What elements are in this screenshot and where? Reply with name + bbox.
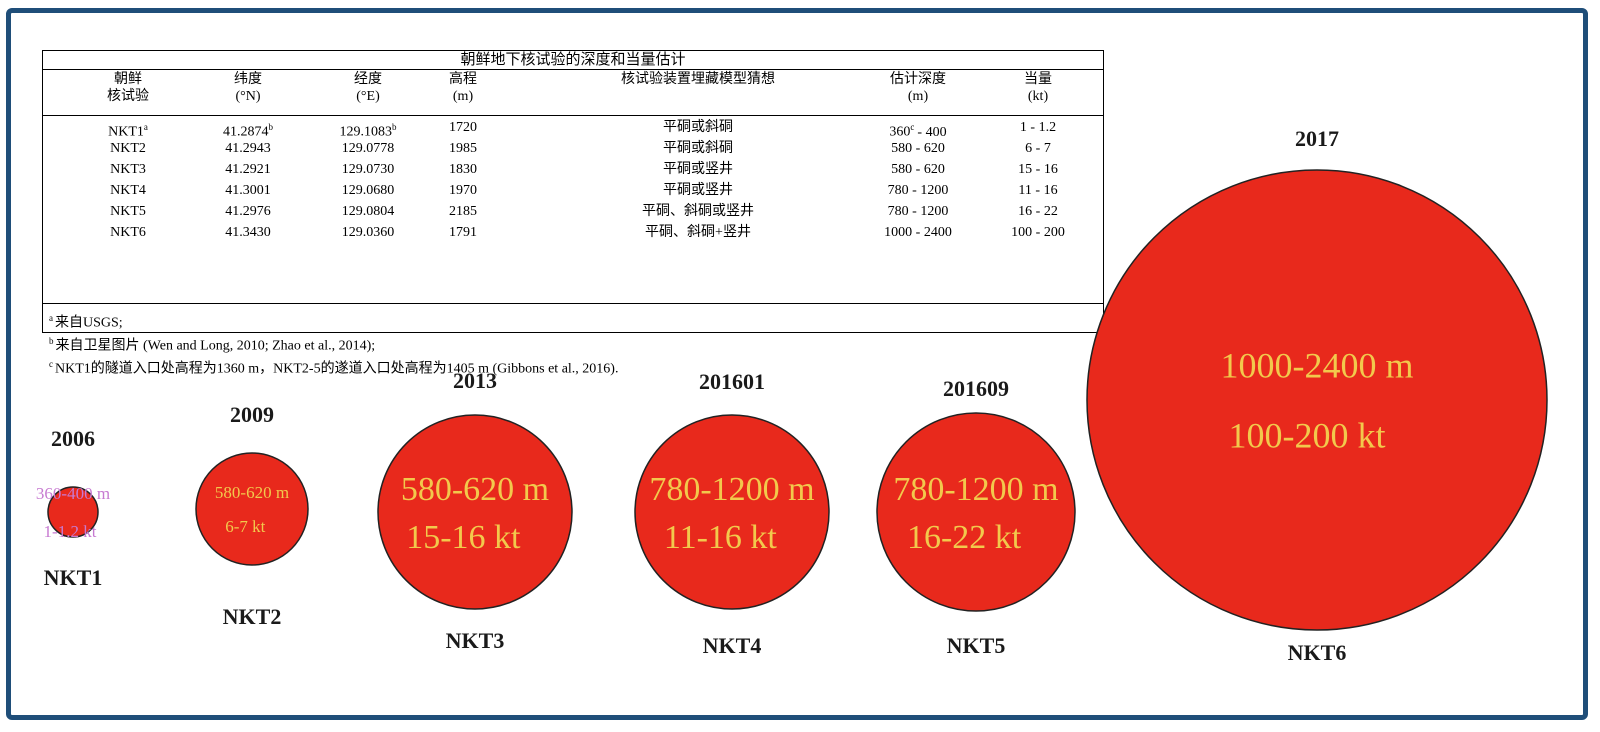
table-title: 朝鲜地下核试验的深度和当量估计 — [43, 51, 1103, 70]
cell-test: NKT1a — [108, 122, 148, 140]
cell-lon: 129.0730 — [341, 162, 395, 177]
cell-model: 平硐、斜硐+竖井 — [645, 225, 751, 240]
depth-estimate-label: 360-400 m — [36, 484, 110, 503]
depth-estimate-label: 780-1200 m — [893, 471, 1058, 508]
test-year-label: 2013 — [453, 368, 497, 393]
table-row: NKT2 41.2943 129.0778 1985 平硐或斜硐 580 - 620 6 -… — [43, 138, 1103, 159]
header-burial-model: 核试验装置埋藏模型猜想 — [621, 72, 775, 87]
cell-lat: 41.2874b — [223, 122, 273, 140]
cell-lat: 41.3001 — [225, 183, 271, 198]
depth-estimate-label: 580-620 m — [401, 471, 549, 508]
cell-elev: 1985 — [449, 141, 477, 156]
test-name-label: NKT3 — [446, 628, 505, 653]
cell-elev: 1830 — [449, 162, 477, 177]
cell-test: NKT5 — [110, 204, 146, 219]
cell-yield: 16 - 22 — [1018, 204, 1058, 219]
yield-estimate-label: 6-7 kt — [225, 517, 265, 536]
depth-estimate-label: 580-620 m — [215, 483, 289, 502]
estimates-table: 朝鲜地下核试验的深度和当量估计 朝鲜 核试验 纬度 (°N) 经度 (°E) 高… — [42, 50, 1104, 377]
footnote-b: b 来自卫星图片 (Wen and Long, 2010; Zhao et al.… — [49, 336, 376, 354]
table-row: NKT4 41.3001 129.0680 1970 平硐或竖井 780 - 1200 11… — [43, 180, 1103, 201]
cell-model: 平硐、斜硐或竖井 — [642, 204, 754, 219]
cell-model: 平硐或斜硐 — [663, 141, 733, 156]
cell-yield: 6 - 7 — [1025, 141, 1051, 156]
header-latitude: 纬度 (°N) — [234, 72, 262, 104]
cell-depth: 580 - 620 — [891, 141, 945, 156]
test-name-label: NKT2 — [223, 604, 282, 629]
cell-test: NKT2 — [110, 141, 146, 156]
cell-lat: 41.3430 — [225, 225, 271, 240]
yield-estimate-label: 1-1.2 kt — [44, 522, 97, 541]
cell-depth: 780 - 1200 — [887, 204, 949, 219]
cell-yield: 100 - 200 — [1011, 225, 1065, 240]
cell-depth: 780 - 1200 — [887, 183, 949, 198]
yield-circle-nkt2 — [195, 452, 309, 566]
test-name-label: NKT4 — [703, 633, 762, 658]
header-longitude: 经度 (°E) — [354, 72, 382, 104]
cell-depth: 1000 - 2400 — [884, 225, 952, 240]
test-name-label: NKT6 — [1288, 640, 1347, 665]
cell-lon: 129.0778 — [341, 141, 395, 156]
cell-yield: 11 - 16 — [1018, 183, 1058, 198]
yield-estimate-label: 16-22 kt — [907, 519, 1022, 556]
cell-elev: 1970 — [449, 183, 477, 198]
notes-divider — [43, 303, 1103, 304]
test-year-label: 201601 — [699, 369, 765, 394]
table-row: NKT6 41.3430 129.0360 1791 平硐、斜硐+竖井 1000 - 24… — [43, 222, 1103, 243]
test-name-label: NKT5 — [947, 633, 1006, 658]
cell-lat: 41.2976 — [225, 204, 271, 219]
yield-estimate-label: 15-16 kt — [406, 519, 521, 556]
test-name-label: NKT1 — [44, 565, 103, 590]
cell-elev: 1791 — [449, 225, 477, 240]
cell-model: 平硐或竖井 — [663, 162, 733, 177]
cell-lon: 129.1083b — [339, 122, 397, 140]
header-test: 朝鲜 核试验 — [107, 72, 149, 104]
cell-model: 平硐或斜硐 — [663, 120, 733, 135]
cell-elev: 2185 — [449, 204, 477, 219]
header-depth: 估计深度 (m) — [890, 72, 946, 104]
table-row: NKT3 41.2921 129.0730 1830 平硐或竖井 580 - 620 15 … — [43, 159, 1103, 180]
cell-test: NKT4 — [110, 183, 146, 198]
test-year-label: 201609 — [943, 376, 1009, 401]
yield-circle-nkt6 — [1086, 169, 1548, 631]
cell-model: 平硐或竖井 — [663, 183, 733, 198]
footnote-c: c NKT1的隧道入口处高程为1360 m，NKT2-5的遂道入口处高程为1405… — [49, 359, 619, 377]
table-row: NKT1a 41.2874b 129.1083b 1720 平硐或斜硐 360c - 400… — [43, 117, 1103, 140]
yield-circle-nkt5 — [876, 412, 1076, 612]
test-year-label: 2006 — [51, 426, 95, 451]
yield-estimate-label: 11-16 kt — [664, 519, 778, 556]
yield-circle-nkt3 — [377, 414, 573, 610]
yield-circle-nkt4 — [634, 414, 830, 610]
yield-circle-nkt1 — [47, 486, 99, 538]
cell-lon: 129.0680 — [341, 183, 395, 198]
cell-depth: 580 - 620 — [891, 162, 945, 177]
test-year-label: 2017 — [1295, 126, 1339, 151]
header-elevation: 高程 (m) — [449, 72, 477, 104]
header-divider — [43, 115, 1103, 116]
cell-lat: 41.2921 — [225, 162, 271, 177]
cell-yield: 1 - 1.2 — [1019, 120, 1057, 135]
cell-lon: 129.0804 — [341, 204, 395, 219]
cell-test: NKT6 — [110, 225, 146, 240]
depth-estimate-label: 1000-2400 m — [1221, 346, 1414, 386]
footnote-a: a 来自USGS; — [49, 313, 123, 331]
cell-elev: 1720 — [449, 120, 477, 135]
cell-lon: 129.0360 — [341, 225, 395, 240]
cell-yield: 15 - 16 — [1018, 162, 1058, 177]
header-yield: 当量 (kt) — [1024, 72, 1052, 104]
test-year-label: 2009 — [230, 402, 274, 427]
table-row: NKT5 41.2976 129.0804 2185 平硐、斜硐或竖井 780 - 120… — [43, 201, 1103, 222]
cell-test: NKT3 — [110, 162, 146, 177]
cell-depth: 360c - 400 — [889, 122, 947, 140]
depth-estimate-label: 780-1200 m — [649, 471, 814, 508]
yield-estimate-label: 100-200 kt — [1229, 416, 1386, 456]
cell-lat: 41.2943 — [225, 141, 271, 156]
